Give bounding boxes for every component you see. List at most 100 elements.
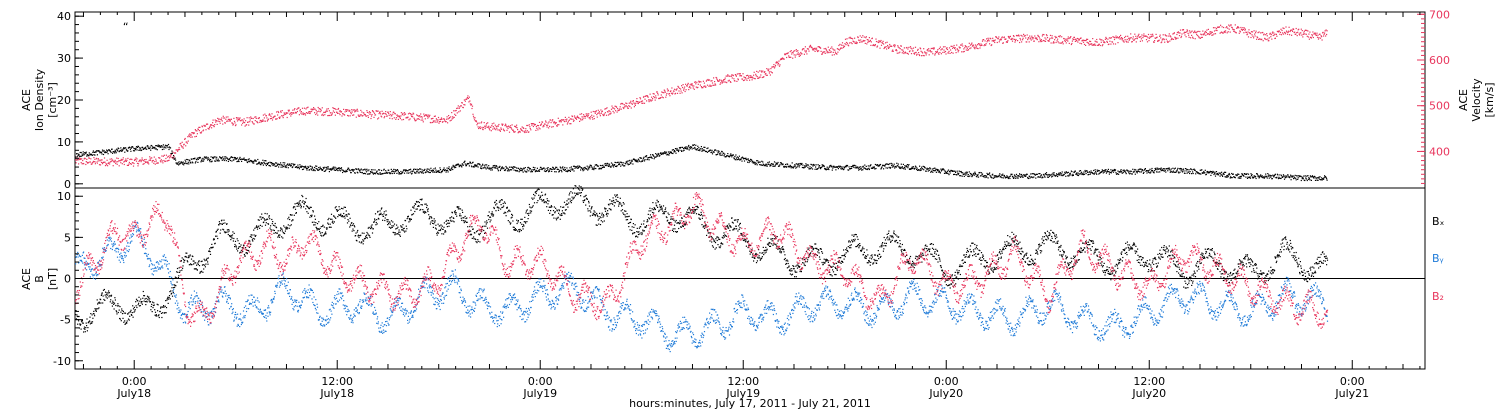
data-point [482,163,484,165]
data-point [953,173,955,176]
data-point [956,170,958,172]
data-point [311,166,313,168]
data-point [582,168,584,170]
data-point [1026,173,1028,175]
data-point [114,161,116,163]
data-point [98,151,101,153]
data-point [1247,176,1249,178]
data-point [319,108,321,110]
data-point [874,163,876,166]
data-point [1008,37,1010,39]
data-point [1099,38,1101,40]
data-point [1110,169,1112,171]
data-point [726,155,728,157]
data-point [392,113,394,115]
data-point [79,158,81,161]
data-point [730,81,732,83]
data-point [812,49,814,51]
data-point [258,117,260,119]
data-point [1285,175,1287,177]
data-point [620,108,622,110]
data-point [212,119,214,121]
data-point [929,167,931,169]
data-point [388,114,390,116]
data-point [108,149,110,151]
data-point [500,168,502,170]
data-point [804,166,806,168]
data-point [1041,35,1043,37]
data-point [77,156,79,158]
data-point [753,74,755,76]
data-point [1211,172,1213,174]
data-point [736,80,738,82]
data-point [946,170,949,172]
data-point [248,158,250,160]
data-point [759,70,761,72]
data-point [940,49,942,51]
data-point [1273,175,1275,177]
y-tick-label: 400 [1429,145,1450,158]
data-point [385,170,387,172]
data-point [1271,38,1273,40]
data-point [625,105,627,107]
data-point [834,49,836,51]
data-point [403,112,406,114]
data-point [383,112,385,114]
data-point [313,169,315,171]
data-point [1309,179,1311,181]
data-point [337,108,339,110]
data-point [468,163,470,165]
data-point [955,171,957,173]
data-point [100,161,103,163]
data-point [334,166,336,168]
data-point [648,159,650,161]
data-point [818,165,820,167]
data-point [958,172,960,175]
data-point [830,164,832,166]
data-point [181,162,183,164]
data-point [834,51,836,53]
data-point [964,45,966,47]
data-point [952,47,954,49]
data-point [791,162,793,164]
data-point [1088,44,1090,46]
data-point [886,48,888,50]
data-point [1306,175,1308,177]
data-point [676,147,678,150]
data-point [1239,31,1241,33]
data-point [1089,40,1091,42]
data-point [183,143,185,145]
data-point [709,85,712,87]
data-point [1273,176,1275,178]
data-point [509,126,511,129]
data-point [891,163,893,165]
data-point [348,110,350,112]
data-point [728,75,730,77]
data-point [1270,34,1272,36]
data-point [496,165,498,167]
data-point [988,173,990,175]
data-point [933,167,935,170]
data-point [486,126,488,128]
data-point [85,153,87,155]
data-point [817,164,819,166]
data-point [923,166,925,168]
data-point [316,112,318,114]
data-point [480,127,482,130]
data-point [954,47,956,49]
data-point [149,158,151,160]
data-point [310,168,312,170]
data-point [394,113,396,115]
data-point [342,171,344,174]
data-point [736,159,738,161]
data-point [1149,172,1152,174]
data-point [800,163,802,166]
data-point [207,159,209,161]
data-point [1168,168,1170,170]
data-point [709,149,712,151]
data-point [987,39,989,42]
data-point [349,170,351,172]
data-point [609,110,611,113]
data-point [662,153,664,155]
data-point [134,149,137,151]
